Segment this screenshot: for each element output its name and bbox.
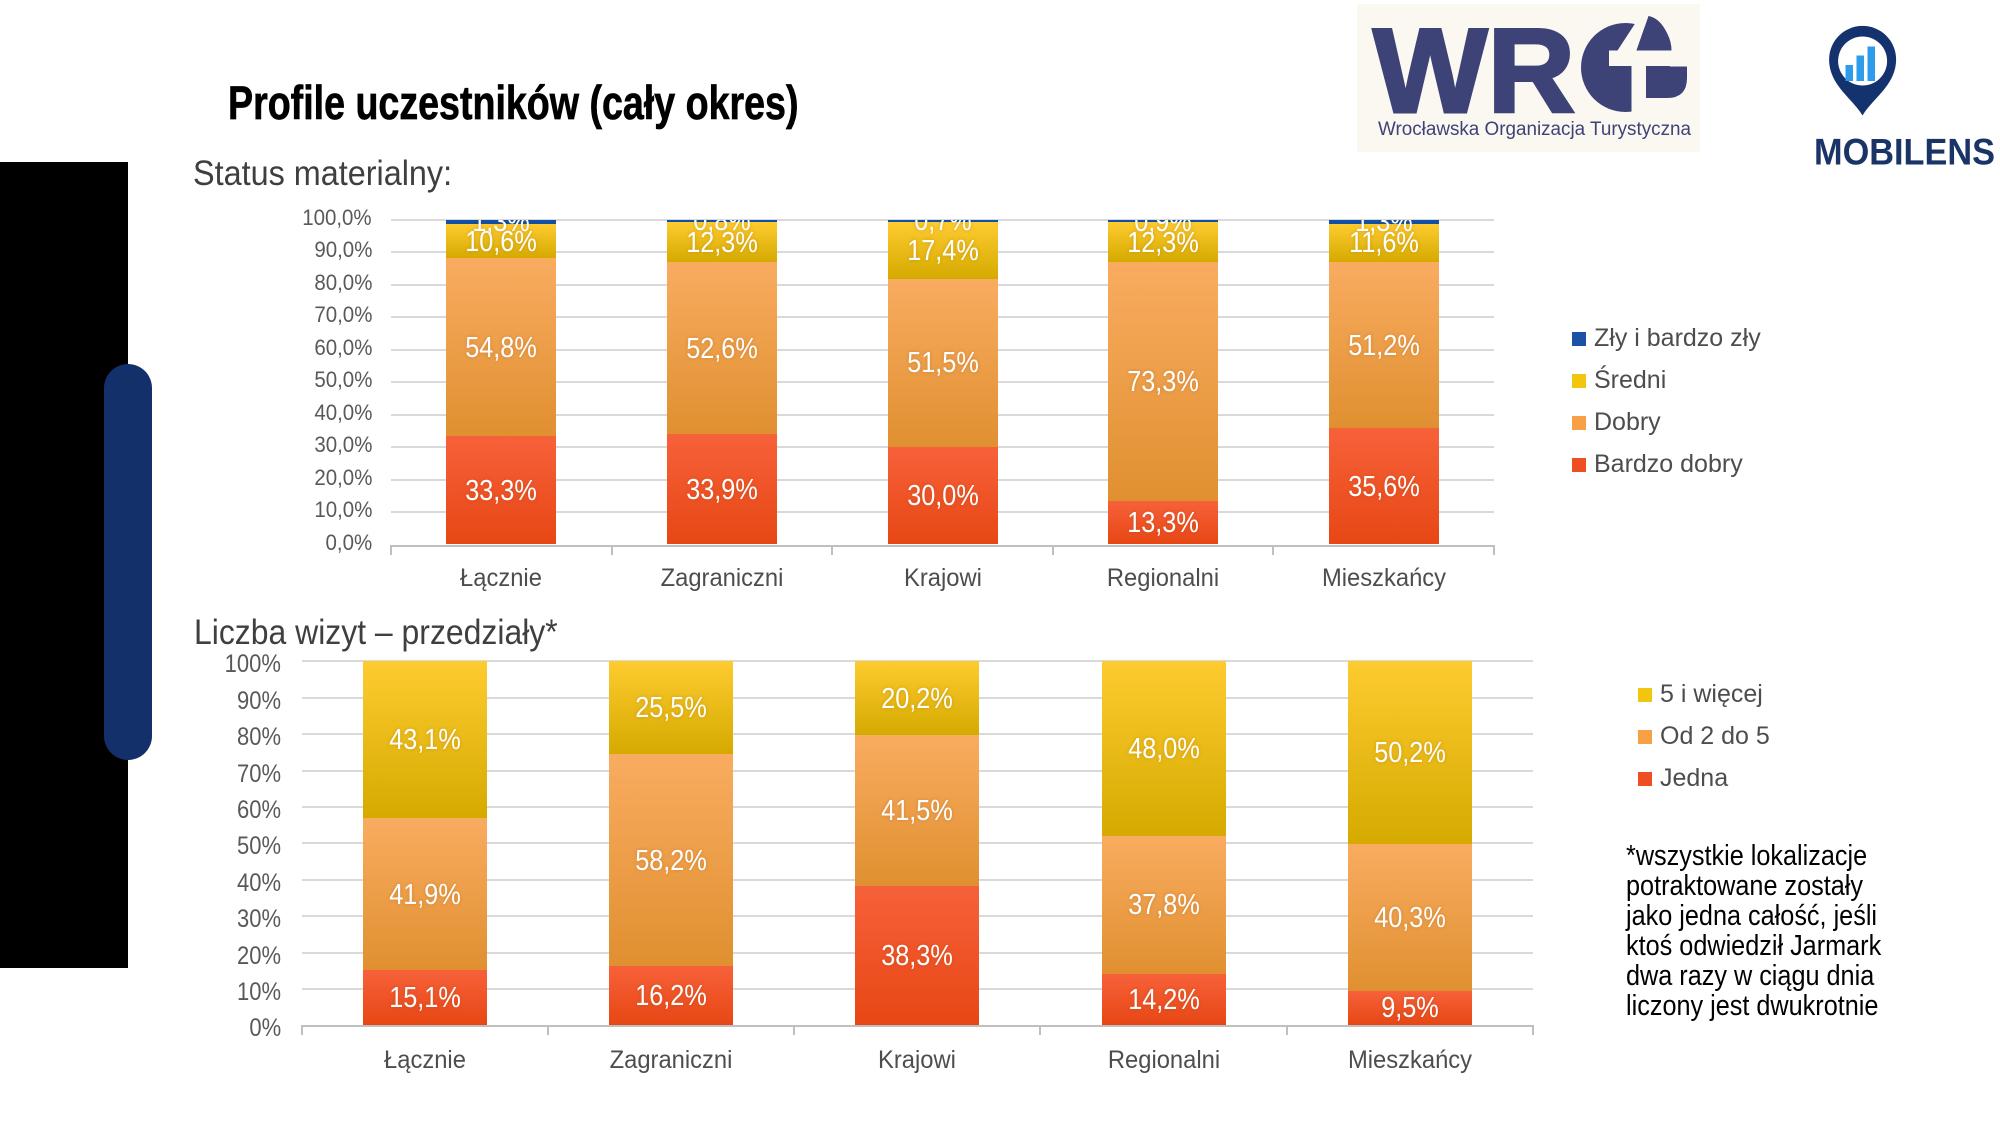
svg-text:MOBILENS: MOBILENS — [1814, 132, 1995, 173]
svg-text:Wrocławska Organizacja Turysty: Wrocławska Organizacja Turystyczna — [1378, 119, 1691, 140]
svg-text:WR: WR — [1373, 4, 1575, 138]
